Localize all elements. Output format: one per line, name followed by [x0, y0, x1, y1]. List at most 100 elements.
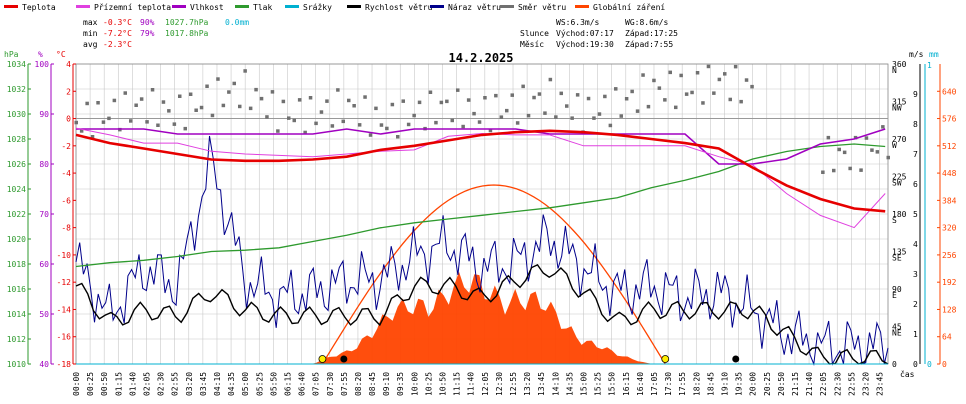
- wind-dir-point: [859, 168, 863, 172]
- pct-axis-label: 60: [39, 260, 49, 269]
- x-tick-label: 05:25: [255, 372, 264, 396]
- wind-dir-point: [363, 95, 367, 99]
- stat-min-hum: 79%: [140, 29, 155, 38]
- legend-label-7: Směr větru: [518, 3, 566, 12]
- x-tick-label: 15:50: [608, 372, 617, 396]
- wind-dir-point: [728, 97, 732, 102]
- wind-dir-point: [221, 103, 226, 108]
- x-tick-label: 17:30: [664, 372, 673, 396]
- ms-axis-label: 4: [913, 240, 918, 249]
- x-tick-label: 00:25: [86, 372, 95, 396]
- wind-dir-point: [396, 135, 400, 139]
- legend-label-4: Srážky: [303, 3, 332, 12]
- wind-dir-point: [330, 124, 335, 128]
- x-tick-label: 18:45: [706, 372, 715, 396]
- wind-dir-point: [385, 126, 389, 131]
- wind-dir-point: [864, 136, 869, 140]
- x-tick-label: 12:30: [495, 372, 504, 396]
- wind-dir-point: [695, 71, 700, 75]
- legend-swatch: [500, 5, 514, 8]
- wind-dir-point: [663, 98, 667, 102]
- degc-axis-label: -8: [61, 224, 71, 233]
- x-tick-label: 00:00: [72, 372, 81, 396]
- wind-dir-point: [428, 90, 433, 94]
- wind-dir-point: [112, 98, 117, 103]
- series-humidity: [76, 128, 886, 165]
- wind-dir-point: [684, 92, 689, 96]
- x-tick-label: 09:35: [396, 372, 405, 396]
- unit-hpa: hPa: [4, 50, 19, 59]
- dir-axis-label: NW: [892, 104, 902, 113]
- hpa-axis-label: 1016: [7, 285, 26, 294]
- x-tick-label: 20:25: [763, 372, 772, 396]
- rad-axis-label: 128: [942, 305, 957, 314]
- x-tick-label: 10:50: [439, 372, 448, 396]
- wind-dir-point: [178, 94, 182, 98]
- unit-ms: m/s: [909, 50, 924, 59]
- ms-axis-label: 8: [913, 120, 918, 129]
- wind-dir-point: [412, 113, 416, 118]
- stat-max-hum: 90%: [140, 18, 155, 27]
- wind-dir-point: [619, 114, 623, 118]
- wind-dir-point: [238, 104, 242, 109]
- rad-axis-label: 0: [942, 360, 947, 369]
- wind-dir-point: [494, 93, 498, 98]
- stat-ws: WS:6.3m/s: [556, 18, 600, 27]
- x-tick-label: 03:45: [199, 372, 208, 396]
- wind-dir-point: [488, 128, 493, 133]
- wind-dir-point: [390, 102, 395, 107]
- hpa-axis-label: 1034: [7, 60, 26, 69]
- hpa-axis-label: 1018: [7, 260, 26, 269]
- series-pressure: [75, 143, 886, 268]
- hpa-axis-label: 1030: [7, 110, 26, 119]
- dir-axis-label: SE: [892, 254, 902, 263]
- wind-dir-point: [532, 95, 536, 100]
- series-gust: [75, 135, 889, 366]
- wind-dir-point: [744, 78, 749, 82]
- wind-dir-point: [406, 122, 411, 127]
- x-tick-label: 16:15: [622, 372, 631, 396]
- legend-swatch: [76, 5, 90, 8]
- wind-dir-point: [254, 87, 258, 92]
- dir-axis-label: E: [892, 291, 897, 300]
- wind-dir-point: [199, 105, 204, 110]
- legend-label-2: Vlhkost: [190, 3, 224, 12]
- degc-axis-label: -4: [61, 169, 71, 178]
- x-tick-label: 17:55: [678, 372, 687, 396]
- hpa-axis-label: 1024: [7, 185, 26, 194]
- wind-dir-point: [270, 90, 275, 94]
- wind-dir-point: [657, 86, 662, 90]
- wind-dir-point: [472, 111, 476, 116]
- wind-dir-point: [297, 98, 302, 102]
- wind-dir-point: [723, 72, 727, 76]
- moon-marker: [340, 355, 348, 363]
- wind-dir-point: [79, 129, 84, 133]
- wind-dir-point: [515, 121, 520, 125]
- wind-dir-point: [292, 118, 296, 123]
- pct-axis-label: 50: [39, 310, 49, 319]
- wind-dir-point: [90, 135, 95, 139]
- dir-axis-label: 45: [892, 323, 902, 332]
- ms-axis-label: 2: [913, 300, 918, 309]
- rad-axis-label: 640: [942, 87, 957, 96]
- wind-dir-point: [210, 113, 215, 118]
- unit-mm: mm: [929, 50, 939, 59]
- wind-dir-point: [172, 122, 177, 126]
- ms-axis-label: 9: [913, 90, 918, 99]
- hpa-axis-label: 1032: [7, 85, 26, 94]
- hpa-axis-label: 1026: [7, 160, 26, 169]
- wind-dir-point: [74, 120, 78, 125]
- x-tick-label: 06:40: [298, 372, 307, 396]
- x-tick-label: 10:25: [424, 372, 433, 396]
- wind-dir-point: [259, 96, 264, 101]
- wind-dir-point: [652, 78, 656, 83]
- dir-axis-label: NE: [892, 329, 902, 338]
- wind-dir-point: [706, 64, 711, 69]
- legend-label-8: Globální záření: [593, 3, 665, 12]
- wind-dir-point: [379, 123, 384, 127]
- x-tick-label: 10:00: [410, 372, 419, 396]
- x-tick-label: 11:15: [453, 372, 462, 396]
- moon-rise: Východ:19:30: [556, 40, 614, 49]
